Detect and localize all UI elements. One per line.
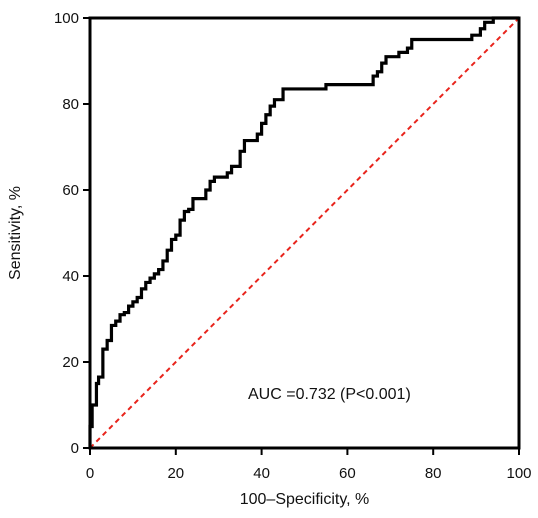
x-axis-title: 100–Specificity, % <box>240 491 370 508</box>
y-tick-label: 20 <box>62 354 79 371</box>
x-tick-label: 20 <box>167 465 184 482</box>
y-tick-label: 0 <box>71 440 79 457</box>
x-tick-label: 0 <box>86 465 94 482</box>
y-tick-label: 40 <box>62 268 79 285</box>
y-axis-title: Sensitivity, % <box>7 186 24 280</box>
x-tick-label: 80 <box>425 465 442 482</box>
x-tick-label: 100 <box>506 465 531 482</box>
y-tick-label: 80 <box>62 96 79 113</box>
plot-frame <box>88 16 521 450</box>
roc-curve-line <box>88 16 519 448</box>
reference-diagonal-line <box>89 17 520 449</box>
x-tick-label: 40 <box>253 465 270 482</box>
y-tick-label: 100 <box>54 10 79 27</box>
x-tick-label: 60 <box>339 465 356 482</box>
auc-annotation: AUC =0.732 (P<0.001) <box>248 386 411 403</box>
y-tick-label: 60 <box>62 182 79 199</box>
